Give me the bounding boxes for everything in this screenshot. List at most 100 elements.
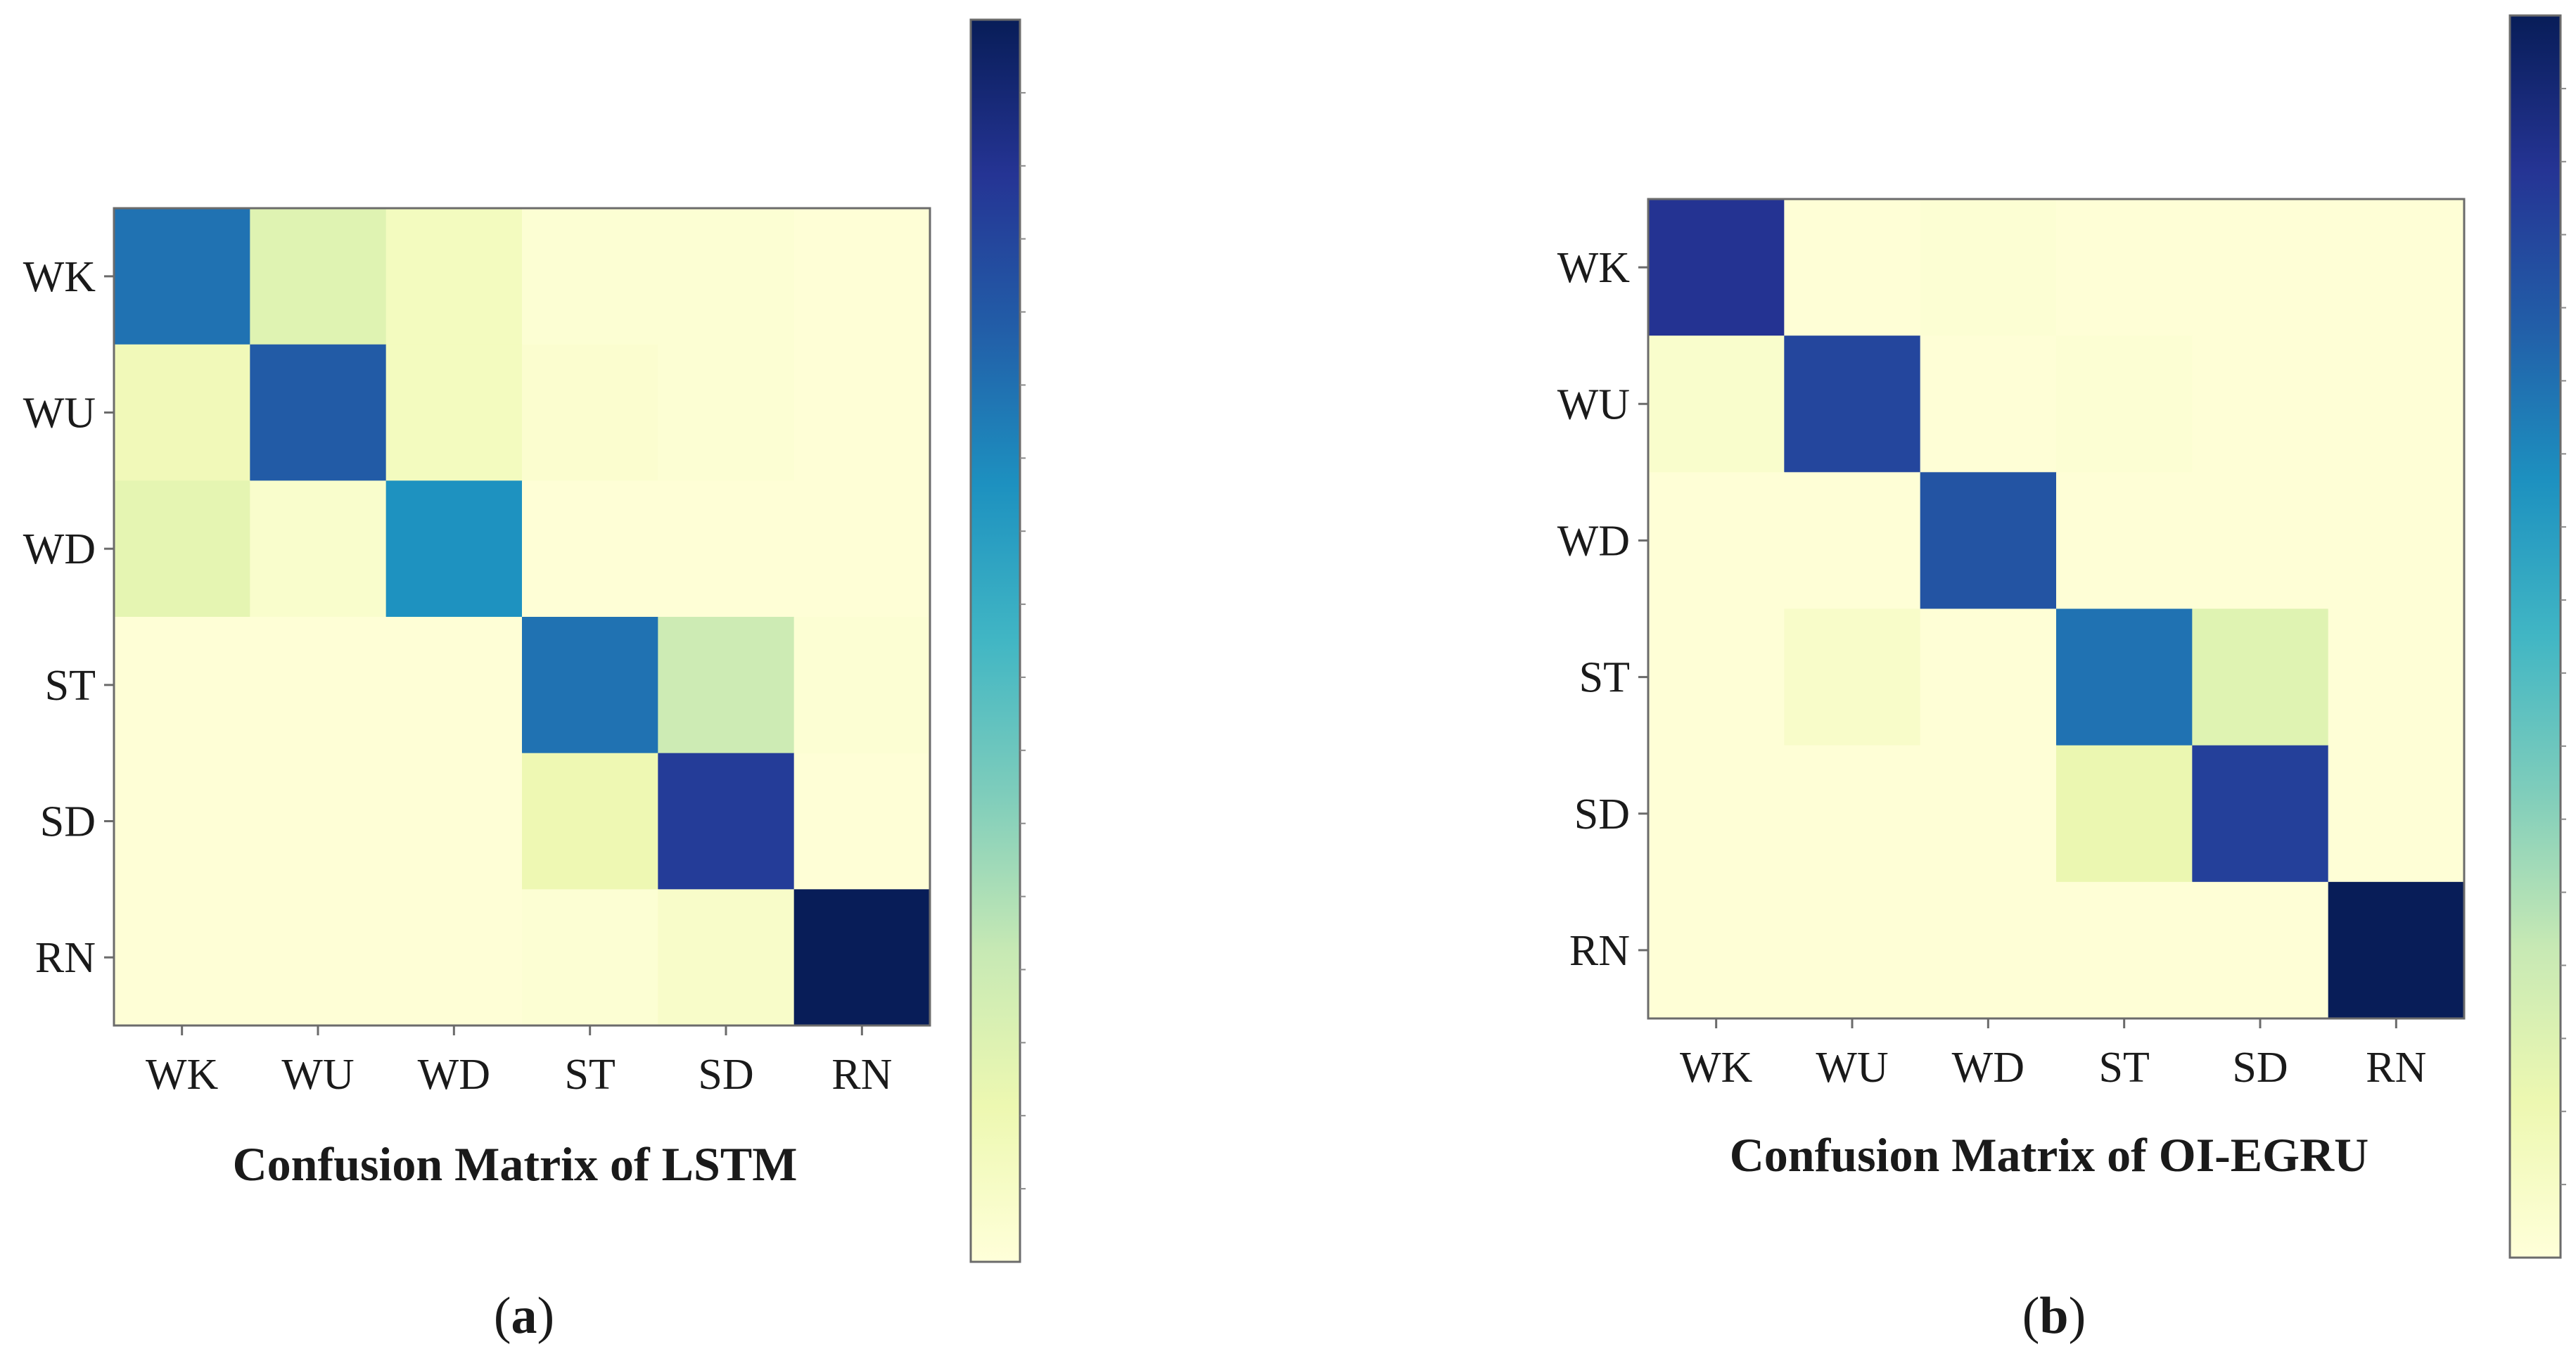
row-tick-label: WD — [1557, 517, 1630, 565]
heatmap-cell-rn-wk — [1648, 881, 1785, 1019]
heatmap-cell-wk-wu — [1784, 199, 1921, 336]
heatmap-cell-wu-wk — [1648, 336, 1785, 473]
heatmap-cell-wd-wd — [1920, 472, 2057, 610]
heatmap-cell-wk-rn — [793, 208, 931, 345]
heatmap-cell-wk-sd — [658, 208, 795, 345]
heatmap-cell-wk-sd — [2192, 199, 2329, 336]
col-tick-label: WK — [146, 1051, 219, 1099]
heatmap-cell-sd-wd — [385, 753, 523, 890]
heatmap-cell-wu-rn — [2328, 336, 2465, 473]
heatmap-cell-wd-st — [522, 480, 658, 618]
heatmap-frame-b — [1647, 198, 2466, 1020]
col-tick-label: WD — [1952, 1044, 2025, 1092]
heatmap-cell-rn-rn — [793, 889, 931, 1026]
heatmap-cell-wk-st — [2056, 199, 2193, 336]
heatmap-cell-rn-sd — [2192, 881, 2329, 1019]
heatmap-cell-st-wu — [1784, 608, 1921, 746]
col-tick-label: SD — [2232, 1044, 2288, 1092]
heatmap-cell-wd-wu — [1784, 472, 1921, 610]
row-tick-label: RN — [1569, 927, 1630, 975]
row-tick-label: SD — [1574, 791, 1630, 838]
heatmap-cell-rn-st — [522, 889, 658, 1026]
heatmap-cell-wd-rn — [793, 480, 931, 618]
col-tick-label: ST — [564, 1051, 615, 1099]
row-tick-label: WD — [23, 525, 96, 573]
heatmap-cell-wu-wu — [250, 344, 387, 481]
heatmap-cell-sd-rn — [2328, 745, 2465, 883]
heatmap-cell-sd-rn — [793, 753, 931, 890]
heatmap-cell-wu-st — [2056, 336, 2193, 473]
col-tick-label: WU — [281, 1051, 354, 1099]
heatmap-cell-sd-st — [522, 753, 658, 890]
heatmap-cell-rn-sd — [658, 889, 795, 1026]
col-tick-label: SD — [698, 1051, 753, 1099]
heatmap-cell-wu-wk — [114, 344, 250, 481]
col-tick-label: ST — [2098, 1044, 2149, 1092]
heatmap-cell-st-wk — [114, 617, 250, 754]
heatmap-cell-sd-sd — [2192, 745, 2329, 883]
heatmap-cells-a — [114, 208, 931, 1026]
colorbar-a — [969, 18, 1021, 1263]
heatmap-cell-st-wu — [250, 617, 387, 754]
panel-b: WK WU WD ST SD RN WK WU WD ST SD RN Confusion Matr… — [1557, 14, 2566, 1345]
heatmap-cell-sd-st — [2056, 745, 2193, 883]
heatmap-cell-st-rn — [793, 617, 931, 754]
heatmap-cell-wk-wk — [1648, 199, 1785, 336]
heatmap-cell-st-st — [2056, 608, 2193, 746]
colorbar-b — [2508, 14, 2562, 1259]
row-labels-a: WK WU WD ST SD RN — [23, 253, 114, 982]
heatmap-cell-st-wk — [1648, 608, 1785, 746]
chart-title-b: Confusion Matrix of OI-EGRU — [1730, 1128, 2369, 1182]
heatmap-cell-sd-sd — [658, 753, 795, 890]
col-tick-label: WD — [418, 1051, 490, 1099]
heatmap-cell-sd-wu — [1784, 745, 1921, 883]
heatmap-cell-st-sd — [658, 617, 795, 754]
heatmap-cell-sd-wu — [250, 753, 387, 890]
heatmap-cell-wk-rn — [2328, 199, 2465, 336]
heatmap-cell-st-wd — [1920, 608, 2057, 746]
caption-a: (a) — [494, 1287, 554, 1345]
row-tick-label: WU — [23, 390, 96, 437]
heatmap-cell-wk-wu — [250, 208, 387, 345]
heatmap-cell-wu-st — [522, 344, 658, 481]
heatmap-cell-wk-wd — [385, 208, 523, 345]
heatmap-cell-wd-sd — [2192, 472, 2329, 610]
row-tick-label: WK — [23, 253, 96, 301]
heatmap-cell-wd-wu — [250, 480, 387, 618]
heatmap-cell-wd-wk — [114, 480, 250, 618]
heatmap-cell-wd-st — [2056, 472, 2193, 610]
heatmap-cell-wd-rn — [2328, 472, 2465, 610]
row-tick-label: SD — [40, 798, 96, 846]
heatmap-cell-wu-wu — [1784, 336, 1921, 473]
heatmap-cell-sd-wk — [1648, 745, 1785, 883]
heatmap-cell-st-st — [522, 617, 658, 754]
heatmap-cell-st-rn — [2328, 608, 2465, 746]
heatmap-cell-wd-sd — [658, 480, 795, 618]
heatmap-cell-rn-wu — [250, 889, 387, 1026]
heatmap-cell-rn-wu — [1784, 881, 1921, 1019]
heatmap-cell-st-wd — [385, 617, 523, 754]
heatmap-cell-rn-wd — [1920, 881, 2057, 1019]
heatmap-cell-wk-st — [522, 208, 658, 345]
heatmap-cell-wk-wd — [1920, 199, 2057, 336]
row-tick-label: ST — [45, 662, 96, 710]
heatmap-cell-wu-sd — [658, 344, 795, 481]
heatmap-cell-wu-wd — [1920, 336, 2057, 473]
heatmap-cell-sd-wd — [1920, 745, 2057, 883]
heatmap-cell-wk-wk — [114, 208, 250, 345]
heatmap-cell-wu-wd — [385, 344, 523, 481]
heatmap-frame-a — [113, 207, 931, 1027]
heatmap-cell-rn-wk — [114, 889, 250, 1026]
heatmap-cell-rn-wd — [385, 889, 523, 1026]
heatmap-cell-wu-rn — [793, 344, 931, 481]
caption-b: (b) — [2022, 1287, 2086, 1345]
col-tick-label: RN — [831, 1051, 892, 1099]
col-labels-b: WK WU WD ST SD RN — [1680, 1018, 2426, 1092]
col-tick-label: WK — [1680, 1044, 1753, 1092]
row-tick-label: ST — [1579, 654, 1630, 702]
heatmap-cell-sd-wk — [114, 753, 250, 890]
heatmap-cell-rn-st — [2056, 881, 2193, 1019]
heatmap-cell-st-sd — [2192, 608, 2329, 746]
row-tick-label: RN — [35, 934, 96, 982]
